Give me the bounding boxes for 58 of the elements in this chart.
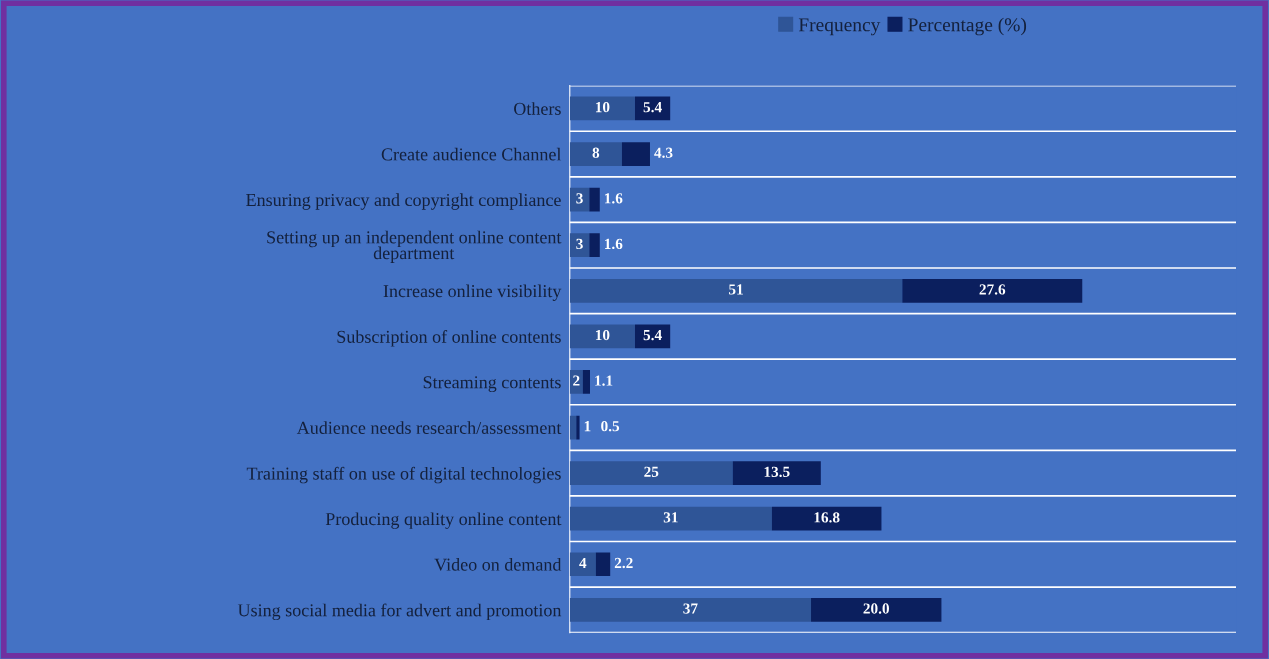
bar: [569, 233, 590, 258]
data-label: 16.8: [814, 512, 840, 523]
bar: [771, 506, 882, 531]
bar: [589, 187, 600, 212]
bar: [569, 278, 903, 303]
y-tick-label: Using social media for advert and promotion: [237, 603, 562, 621]
data-label: 3: [576, 193, 583, 204]
data-label: 13.5: [764, 466, 790, 477]
y-tick-label: Setting up an independent online content department: [267, 230, 562, 263]
data-label: 4: [579, 557, 587, 568]
bar: [902, 278, 1083, 303]
y-tick-label: Ensuring privacy and copyright compliance: [246, 193, 561, 210]
data-label: 8: [592, 147, 600, 158]
legend-label: Frequency: [798, 18, 881, 36]
y-tick-label: Create audience Channel: [381, 147, 562, 161]
bar: [569, 461, 733, 485]
data-label: 31: [663, 512, 678, 523]
bar: [569, 506, 772, 531]
data-label: 25: [644, 466, 659, 477]
data-label: 0.5: [601, 421, 620, 432]
bar: [732, 461, 821, 485]
data-label: 10: [595, 101, 610, 113]
bar: [569, 598, 812, 622]
data-label: 20.0: [863, 603, 890, 614]
legend-label: Percentage (%): [908, 17, 1027, 36]
data-label: 5.4: [643, 329, 662, 341]
data-label: 1.1: [595, 375, 613, 386]
data-label: 1.6: [605, 238, 623, 250]
bar: [569, 552, 596, 577]
data-label: 4.3: [654, 147, 673, 158]
bar: [569, 324, 635, 349]
data-label: 37: [683, 603, 698, 614]
data-label: 5.4: [643, 102, 662, 113]
bar: [576, 415, 580, 440]
bar: [582, 370, 590, 394]
data-label: 1.6: [605, 193, 623, 204]
y-tick-label: Producing quality online content: [325, 512, 562, 529]
bar: [621, 142, 650, 166]
data-label: 1: [584, 421, 591, 432]
bar: [569, 96, 635, 121]
bar: [569, 370, 583, 394]
y-tick-label: Audience needs research/assessment: [296, 421, 562, 434]
data-label: 2: [573, 375, 580, 386]
y-tick-label: Streaming contents: [423, 376, 561, 393]
bar: [589, 233, 600, 258]
y-tick-label: Others: [514, 102, 561, 115]
y-tick-label: Subscription of online contents: [337, 330, 561, 347]
y-tick-label: Video on demand: [434, 558, 562, 571]
data-label: 27.6: [979, 284, 1006, 295]
data-label: 10: [595, 329, 610, 341]
y-tick-label: Training staff on use of digital technologies: [246, 466, 561, 484]
data-label: 2.2: [614, 557, 633, 569]
data-label: 51: [729, 284, 743, 295]
y-tick-label: Increase online visibility: [383, 284, 562, 301]
bar: [569, 142, 622, 166]
bar: [811, 598, 942, 622]
data-label: 3: [576, 238, 583, 250]
bar: [595, 552, 611, 577]
